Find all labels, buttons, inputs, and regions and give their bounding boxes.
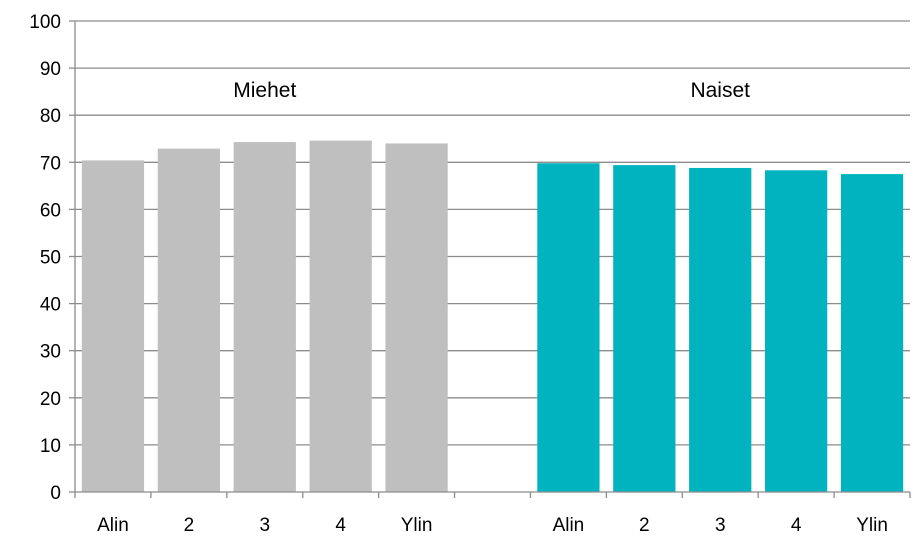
y-tick-label: 20 bbox=[40, 389, 61, 410]
bar bbox=[537, 163, 600, 493]
bar bbox=[233, 142, 296, 493]
group-labels: Miehet Naiset bbox=[233, 79, 750, 102]
y-tick-label: 0 bbox=[50, 483, 61, 504]
y-tick-label: 50 bbox=[40, 248, 61, 269]
x-tick-label: 4 bbox=[791, 515, 802, 536]
x-tick-label: 3 bbox=[259, 515, 270, 536]
x-tick-label: Ylin bbox=[856, 515, 888, 536]
axes bbox=[69, 20, 911, 498]
bar bbox=[309, 140, 372, 492]
x-tick-label: 3 bbox=[715, 515, 726, 536]
y-tick-label: 30 bbox=[40, 342, 61, 363]
group-label: Naiset bbox=[690, 79, 750, 102]
y-tick-labels: 0 10 20 30 40 50 60 70 80 90 100 bbox=[29, 12, 61, 504]
group-label: Miehet bbox=[233, 79, 296, 102]
x-tick-label: 4 bbox=[335, 515, 346, 536]
x-tick-label: 2 bbox=[639, 515, 650, 536]
bar bbox=[157, 148, 220, 492]
y-tick-label: 10 bbox=[40, 436, 61, 457]
bar bbox=[689, 167, 752, 492]
x-tick-label: Ylin bbox=[401, 515, 433, 536]
y-tick-label: 60 bbox=[40, 200, 61, 221]
y-tick-label: 100 bbox=[29, 12, 61, 33]
bars bbox=[81, 140, 904, 493]
y-tick-label: 40 bbox=[40, 295, 61, 316]
y-tick-label: 80 bbox=[40, 106, 61, 127]
x-tick-label: Alin bbox=[553, 515, 585, 536]
bar bbox=[613, 165, 676, 492]
bar bbox=[840, 174, 904, 492]
bar bbox=[81, 160, 145, 493]
y-tick-label: 70 bbox=[40, 153, 61, 174]
bar bbox=[385, 143, 448, 492]
x-tick-label: 2 bbox=[184, 515, 195, 536]
y-tick-label: 90 bbox=[40, 59, 61, 80]
x-tick-label: Alin bbox=[97, 515, 129, 536]
bar bbox=[765, 170, 828, 492]
x-tick-labels: Alin 2 3 4 Ylin Alin 2 3 4 Ylin bbox=[97, 515, 888, 536]
